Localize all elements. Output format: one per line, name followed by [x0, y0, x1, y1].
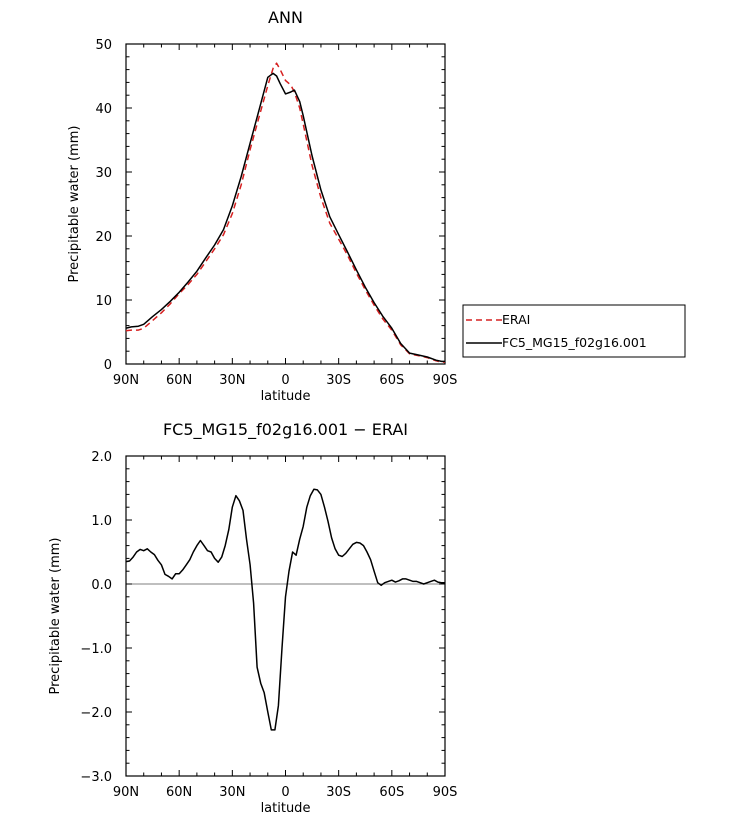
y-tick-label: 10 — [95, 294, 112, 309]
x-tick-label: 0 — [281, 373, 289, 388]
y-tick-label: −3.0 — [80, 770, 112, 785]
x-tick-label: 0 — [281, 785, 289, 800]
y-tick-label: 1.0 — [91, 514, 112, 529]
series-line-fc5-mg15-f02g16-001 — [125, 72, 445, 363]
mean-precipitable-water-panel: ANN 90N 60N 30N 0 30S 60S 90S 0 10 20 30 40 50 latitud… — [67, 8, 457, 404]
x-axis-label: latitude — [261, 389, 311, 404]
y-tick-label: 2.0 — [91, 450, 112, 465]
x-tick-label: 60N — [166, 785, 192, 800]
y-tick-label: −2.0 — [80, 706, 112, 721]
x-tick-label: 60S — [379, 373, 404, 388]
x-tick-label: 90S — [433, 373, 458, 388]
legend: ERAI FC5_MG15_f02g16.001 — [462, 304, 686, 358]
y-tick-label: 0 — [104, 358, 112, 373]
x-tick-label: 30S — [326, 785, 351, 800]
x-tick-label: 30N — [219, 785, 245, 800]
x-tick-label: 90N — [113, 785, 139, 800]
x-tick-label: 30N — [219, 373, 245, 388]
difference-panel: FC5_MG15_f02g16.001 − ERAI 90N 60N 30N 0 30S 6… — [48, 420, 457, 816]
legend-label: ERAI — [502, 312, 530, 327]
x-tick-label: 90N — [113, 373, 139, 388]
chart-title: FC5_MG15_f02g16.001 − ERAI — [163, 420, 408, 440]
x-tick-label: 90S — [433, 785, 458, 800]
legend-label: FC5_MG15_f02g16.001 — [502, 335, 647, 350]
y-tick-label: 30 — [95, 166, 112, 181]
x-tick-label: 60S — [379, 785, 404, 800]
y-tick-label: 20 — [95, 230, 112, 245]
chart-title: ANN — [268, 8, 303, 27]
x-tick-label: 30S — [326, 373, 351, 388]
plot-frame — [125, 455, 446, 777]
y-axis-label: Precipitable water (mm) — [48, 538, 63, 695]
plot-frame — [125, 43, 446, 365]
y-tick-label: 40 — [95, 102, 112, 117]
x-axis-label: latitude — [261, 801, 311, 816]
series-line-difference — [125, 488, 445, 731]
legend-box — [462, 304, 686, 358]
y-tick-label: −1.0 — [80, 642, 112, 657]
y-tick-label: 50 — [95, 38, 112, 53]
x-tick-label: 60N — [166, 373, 192, 388]
y-axis-label: Precipitable water (mm) — [67, 126, 82, 283]
series-line-erai — [125, 62, 445, 363]
y-tick-label: 0.0 — [91, 578, 112, 593]
